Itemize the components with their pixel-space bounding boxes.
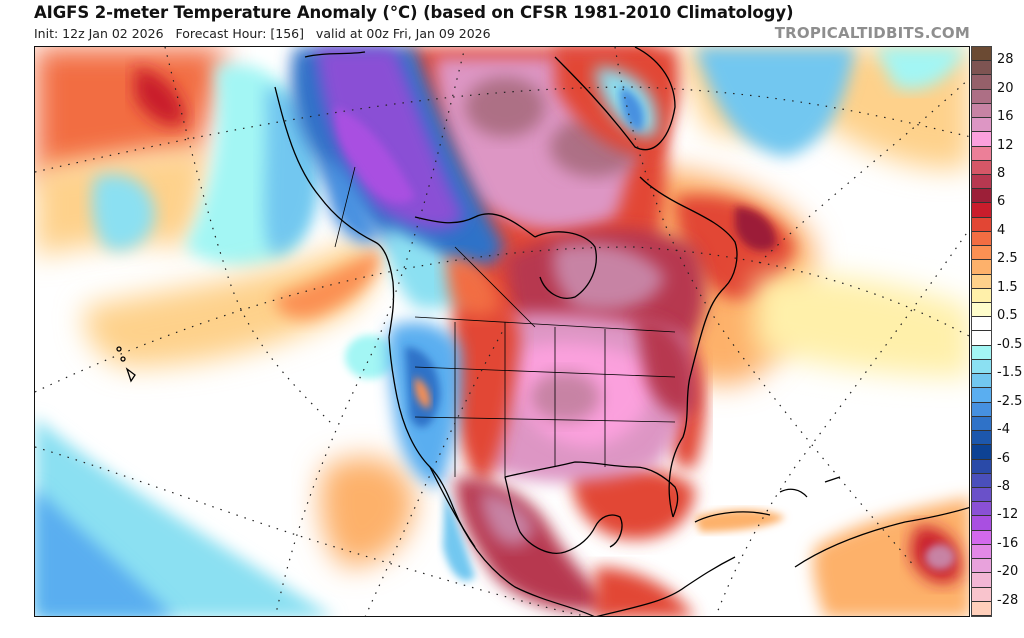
colorbar-bin	[972, 160, 991, 176]
colorbar	[971, 46, 992, 617]
colorbar-bin	[972, 317, 991, 332]
colorbar-bin	[972, 217, 991, 232]
colorbar-bin	[972, 402, 991, 417]
colorbar-tick-label: -8	[997, 478, 1010, 494]
colorbar-bin	[972, 445, 991, 460]
brand-watermark: TROPICALTIDBITS.COM	[774, 24, 970, 42]
colorbar-tick-label: 0.5	[997, 308, 1018, 324]
colorbar-bin	[972, 559, 991, 574]
colorbar-bin	[972, 601, 991, 616]
colorbar-bin	[972, 431, 991, 446]
colorbar-bin	[972, 231, 991, 247]
anomaly-field-land	[291, 47, 969, 616]
colorbar-bin	[972, 345, 991, 360]
colorbar-tick-label: 6	[997, 194, 1006, 210]
forecast-info: Init: 12z Jan 02 2026 Forecast Hour: [15…	[34, 26, 491, 41]
colorbar-tick-label: 16	[997, 109, 1014, 125]
colorbar-bin	[972, 587, 991, 602]
colorbar-bin	[972, 203, 991, 218]
colorbar-bin	[972, 544, 991, 560]
colorbar-bin	[972, 175, 991, 190]
colorbar-bin	[972, 146, 991, 161]
colorbar-tick-label: 2.5	[997, 251, 1018, 267]
colorbar-bin	[972, 374, 991, 389]
colorbar-bin	[972, 388, 991, 403]
colorbar-tick-label: -0.5	[997, 336, 1023, 352]
political-borders	[334, 166, 676, 477]
map-canvas	[35, 47, 969, 616]
colorbar-tick-label: 8	[997, 166, 1006, 182]
colorbar-bin	[972, 359, 991, 375]
colorbar-bin	[972, 288, 991, 304]
colorbar-bin	[972, 516, 991, 531]
colorbar-bin	[972, 189, 991, 204]
colorbar-tick-label: 12	[997, 137, 1014, 153]
colorbar-bin	[972, 89, 991, 104]
colorbar-tick-label: -28	[997, 592, 1019, 608]
colorbar-tick-label: -6	[997, 450, 1010, 466]
colorbar-bin	[972, 416, 991, 432]
colorbar-tick-label: -4	[997, 422, 1010, 438]
colorbar-bin	[972, 530, 991, 545]
colorbar-bin	[972, 260, 991, 275]
colorbar-tick-label: 20	[997, 80, 1014, 96]
colorbar-bin	[972, 47, 991, 62]
colorbar-bin	[972, 274, 991, 289]
colorbar-bin	[972, 118, 991, 133]
colorbar-tick-label: -1.5	[997, 365, 1023, 381]
colorbar-bin	[972, 473, 991, 488]
colorbar-tick-label: -20	[997, 564, 1019, 580]
coastlines	[116, 47, 969, 616]
colorbar-bin	[972, 487, 991, 503]
colorbar-bin	[972, 459, 991, 474]
colorbar-bin	[972, 103, 991, 119]
graticule	[35, 47, 969, 616]
chart-title: AIGFS 2-meter Temperature Anomaly (°C) (…	[34, 3, 794, 22]
colorbar-tick-label: 1.5	[997, 279, 1018, 295]
colorbar-tick-label: -12	[997, 507, 1019, 523]
colorbar-bin	[972, 132, 991, 147]
colorbar-bin	[972, 303, 991, 318]
colorbar-bin	[972, 61, 991, 76]
colorbar-bin	[972, 246, 991, 261]
colorbar-tick-label: 28	[997, 52, 1014, 68]
colorbar-bin	[972, 502, 991, 517]
colorbar-tick-label: 4	[997, 222, 1006, 238]
colorbar-bin	[972, 573, 991, 588]
colorbar-tick-label: -2.5	[997, 393, 1023, 409]
colorbar-tick-label: -16	[997, 535, 1019, 551]
colorbar-bin	[972, 75, 991, 90]
colorbar-bin	[972, 331, 991, 346]
temperature-anomaly-map	[34, 46, 970, 617]
